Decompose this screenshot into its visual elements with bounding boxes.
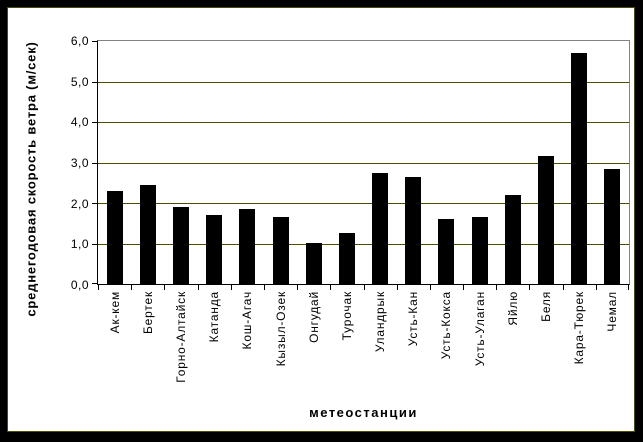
x-axis-tick [364,285,365,290]
category-label-slot: Усть-Кан [397,291,430,391]
category-label: Горно-Алтайск [173,291,188,383]
y-axis-tick [92,163,97,164]
category-label: Кара-Тюрек [572,291,587,365]
bar [438,219,454,284]
x-axis-tick [330,285,331,290]
category-label: Уландрык [373,291,388,353]
x-axis-tick [596,285,597,290]
x-axis-tick [297,285,298,290]
y-tick-label: 2,0 [70,197,89,211]
y-tick-label: 4,0 [70,115,89,129]
category-label-slot: Уландрык [364,291,397,391]
y-axis-tick [92,283,97,284]
y-axis-tick [92,122,97,123]
y-tick-label: 1,0 [70,237,89,251]
category-label-slot: Кош-Агач [231,291,264,391]
category-label-slot: Катанда [198,291,231,391]
bar [571,53,587,284]
y-axis-tick [92,244,97,245]
category-label: Яйлю [505,291,520,326]
x-axis-tick [463,285,464,290]
category-label: Чемал [605,291,620,332]
bar [604,169,620,284]
category-label: Онгудай [306,291,321,343]
bar [239,209,255,284]
gridline [98,203,629,204]
x-axis-tick [131,285,132,290]
category-label: Турочак [339,291,354,341]
category-label: Бертек [140,291,155,335]
category-label-slot: Ак-кем [98,291,131,391]
category-label-slot: Бертек [131,291,164,391]
category-label: Усть-Улаган [472,291,487,367]
bar [372,173,388,284]
x-axis-tick [563,285,564,290]
bar [206,215,222,284]
category-label-slot: Горно-Алтайск [164,291,197,391]
category-label: Кош-Агач [240,291,255,350]
bar [140,185,156,284]
category-label-slot: Онгудай [297,291,330,391]
y-tick-label: 3,0 [70,156,89,170]
x-axis-category-labels: Ак-кем Бертек Горно-Алтайск Катанда Кош-Агач… [98,291,629,391]
y-tick-label: 0,0 [70,278,89,292]
bar [273,217,289,284]
category-label: Катанда [207,291,222,343]
x-axis-tick [264,285,265,290]
bar [505,195,521,284]
x-axis-tick [430,285,431,290]
category-label: Усть-Кан [406,291,421,347]
x-axis-tick [198,285,199,290]
category-label: Кызыл-Озек [273,291,288,367]
x-axis-title: метеостанции [309,405,418,420]
bar [472,217,488,284]
category-label: Беля [539,291,554,322]
gridline [98,82,629,83]
bar [173,207,189,284]
y-axis-tick [92,82,97,83]
y-axis-tick-labels: 0,0 1,0 2,0 3,0 4,0 5,0 6,0 [8,34,89,292]
gridline [98,122,629,123]
bar [339,233,355,284]
category-label-slot: Усть-Улаган [463,291,496,391]
x-axis-tick [397,285,398,290]
x-axis-tick [231,285,232,290]
x-axis-tick [628,285,629,290]
bar [107,191,123,284]
bar [306,243,322,284]
x-axis-tick [529,285,530,290]
y-axis-tick [92,203,97,204]
category-label-slot: Чемал [596,291,629,391]
category-label-slot: Яйлю [496,291,529,391]
gridline [98,244,629,245]
y-axis-tick [92,41,97,42]
bar [405,177,421,284]
chart-frame: среднегодовая скорость ветра (м/сек) 0,0… [7,7,635,432]
x-axis-tick [496,285,497,290]
y-tick-label: 6,0 [70,34,89,48]
category-label: Усть-Кокса [439,291,454,360]
x-axis-tick [164,285,165,290]
x-axis-tick [98,285,99,290]
bar [538,156,554,284]
y-tick-label: 5,0 [70,75,89,89]
gridline [98,163,629,164]
category-label: Ак-кем [107,291,122,334]
plot-area [92,40,630,290]
category-label-slot: Кызыл-Озек [264,291,297,391]
category-label-slot: Усть-Кокса [430,291,463,391]
category-label-slot: Кара-Тюрек [563,291,596,391]
category-label-slot: Турочак [330,291,363,391]
category-label-slot: Беля [529,291,562,391]
